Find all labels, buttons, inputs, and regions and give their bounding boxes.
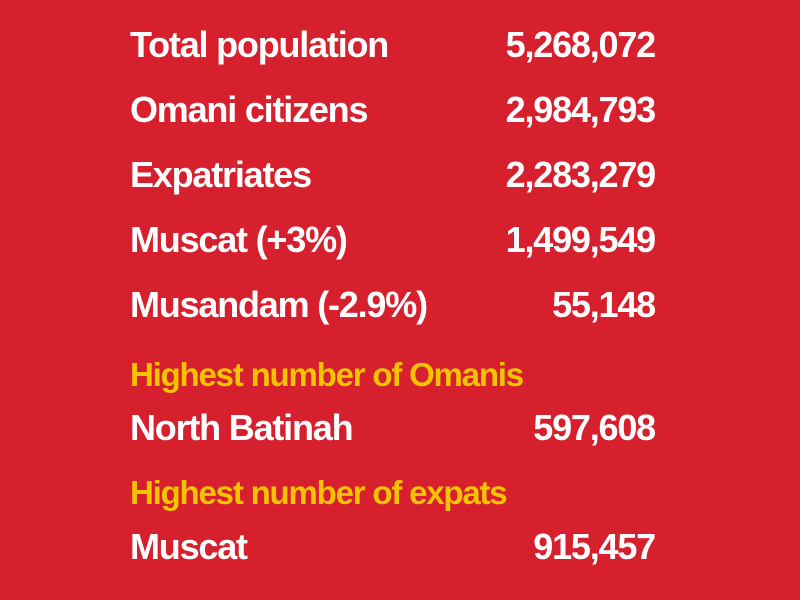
- stat-value: 55,148: [552, 284, 656, 325]
- stat-row: Expatriates 2,283,279: [130, 150, 657, 200]
- stat-row: Muscat 915,457: [130, 522, 656, 572]
- highlight-heading: Highest number of Omanis: [130, 350, 655, 400]
- highlight-heading: Highest number of expats: [130, 468, 655, 518]
- stat-label: Muscat (+3%): [130, 219, 348, 260]
- stat-label: North Batinah: [130, 407, 354, 448]
- stat-value: 5,268,072: [505, 24, 657, 65]
- heading-text: Highest number of expats: [130, 474, 508, 511]
- stat-value: 597,608: [533, 407, 656, 448]
- stat-row: Total population 5,268,072: [130, 20, 657, 70]
- heading-text: Highest number of Omanis: [130, 356, 524, 393]
- stat-row: Omani citizens 2,984,793: [130, 85, 657, 135]
- stat-label: Musandam (-2.9%): [130, 284, 428, 325]
- stat-label: Expatriates: [130, 154, 312, 195]
- stat-value: 2,283,279: [505, 154, 657, 195]
- stat-label: Total population: [130, 24, 389, 65]
- stat-label: Muscat: [130, 526, 248, 567]
- stat-row: Muscat (+3%) 1,499,549: [130, 215, 657, 265]
- stat-label: Omani citizens: [130, 89, 368, 130]
- stat-value: 1,499,549: [505, 219, 657, 260]
- stat-row: North Batinah 597,608: [130, 403, 656, 453]
- stat-value: 915,457: [533, 526, 656, 567]
- stat-value: 2,984,793: [505, 89, 657, 130]
- stat-row: Musandam (-2.9%) 55,148: [130, 280, 656, 330]
